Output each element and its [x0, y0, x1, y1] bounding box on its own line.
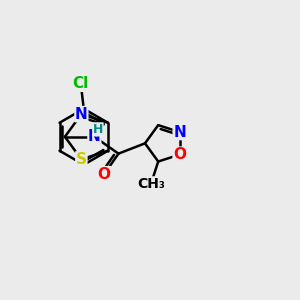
Text: H: H [93, 123, 103, 136]
Text: N: N [173, 124, 186, 140]
Text: S: S [76, 152, 87, 167]
Text: N: N [88, 129, 101, 144]
Text: O: O [98, 167, 111, 182]
Text: N: N [75, 106, 88, 122]
Text: CH₃: CH₃ [137, 177, 165, 191]
Text: Cl: Cl [73, 76, 89, 91]
Text: O: O [173, 147, 186, 162]
